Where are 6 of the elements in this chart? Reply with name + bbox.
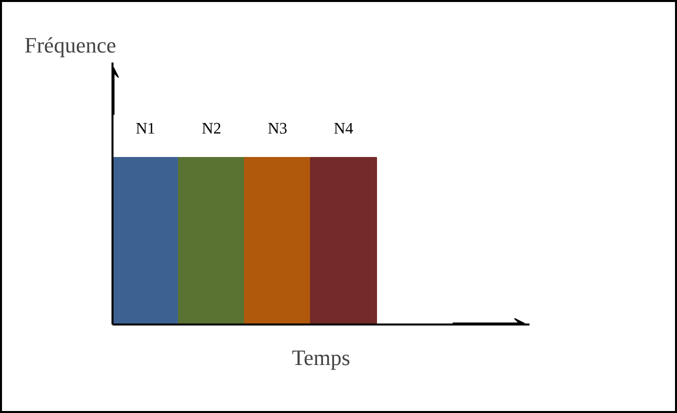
x-axis-title: Temps: [292, 345, 350, 370]
y-axis-title: Fréquence: [24, 32, 116, 58]
x-tick-label: N1: [136, 120, 156, 138]
x-tick-label: N2: [202, 120, 222, 138]
x-tick-label: N4: [334, 120, 354, 138]
x-tick-label: N3: [268, 120, 288, 138]
